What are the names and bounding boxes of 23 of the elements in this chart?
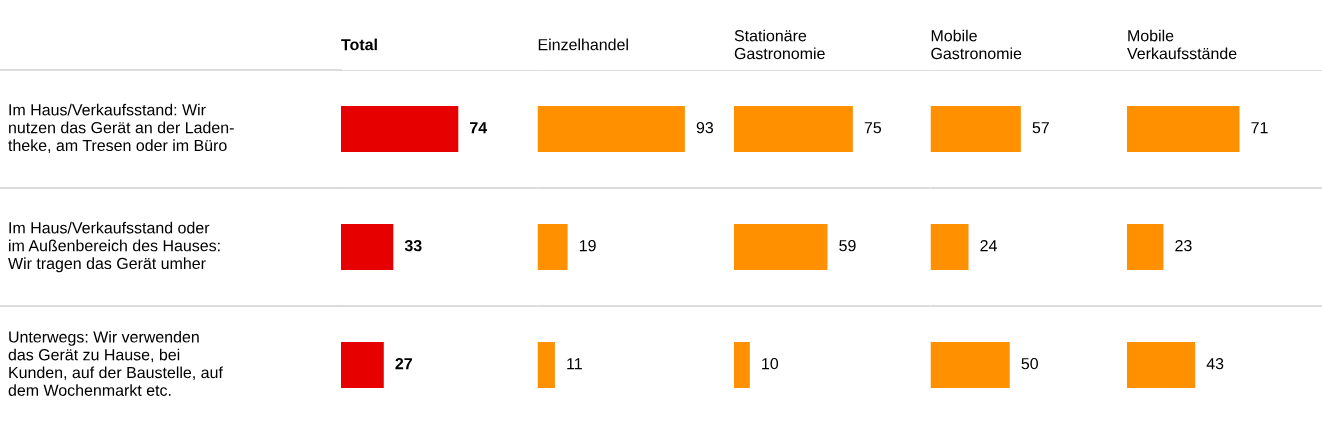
data-label: 59 [839,239,856,252]
data-label: 71 [1251,122,1268,134]
data-label: 43 [1206,357,1224,370]
data-label: 57 [1032,122,1049,134]
data-label: 33 [404,239,422,252]
data-label: 24 [980,239,997,252]
chart-title: Mobile Gastronomie [931,29,1022,60]
y-tick-label: Im Haus/Verkaufsstand oder im Außenbereich des Hauses: Wir tragen das Gerät umher [8,221,220,273]
data-label: 23 [1175,239,1192,252]
y-tick-label: Im Haus/Verkaufsstand: Wir nutzen das Gerät an der Laden- theke, am Tresen oder im Büro [8,103,234,153]
data-label: 74 [470,122,488,134]
data-label: 10 [762,357,779,370]
chart-title: Einzelhandel [538,38,628,51]
y-tick-label: Unterwegs: Wir verwenden das Gerät zu Hause, bei Kunden, auf der Baustelle, auf dem Wochenmarkt etc. [8,330,223,396]
data-label: 75 [864,122,882,134]
data-label: 50 [1021,357,1038,370]
data-label: 93 [696,121,714,134]
data-label: 19 [579,239,596,252]
data-label: 11 [567,358,582,370]
chart-title: Mobile Verkaufsstände [1127,29,1237,60]
chart-title: Total [341,38,377,51]
chart-title: Stationäre Gastronomie [734,29,825,60]
data-label: 27 [395,357,412,370]
